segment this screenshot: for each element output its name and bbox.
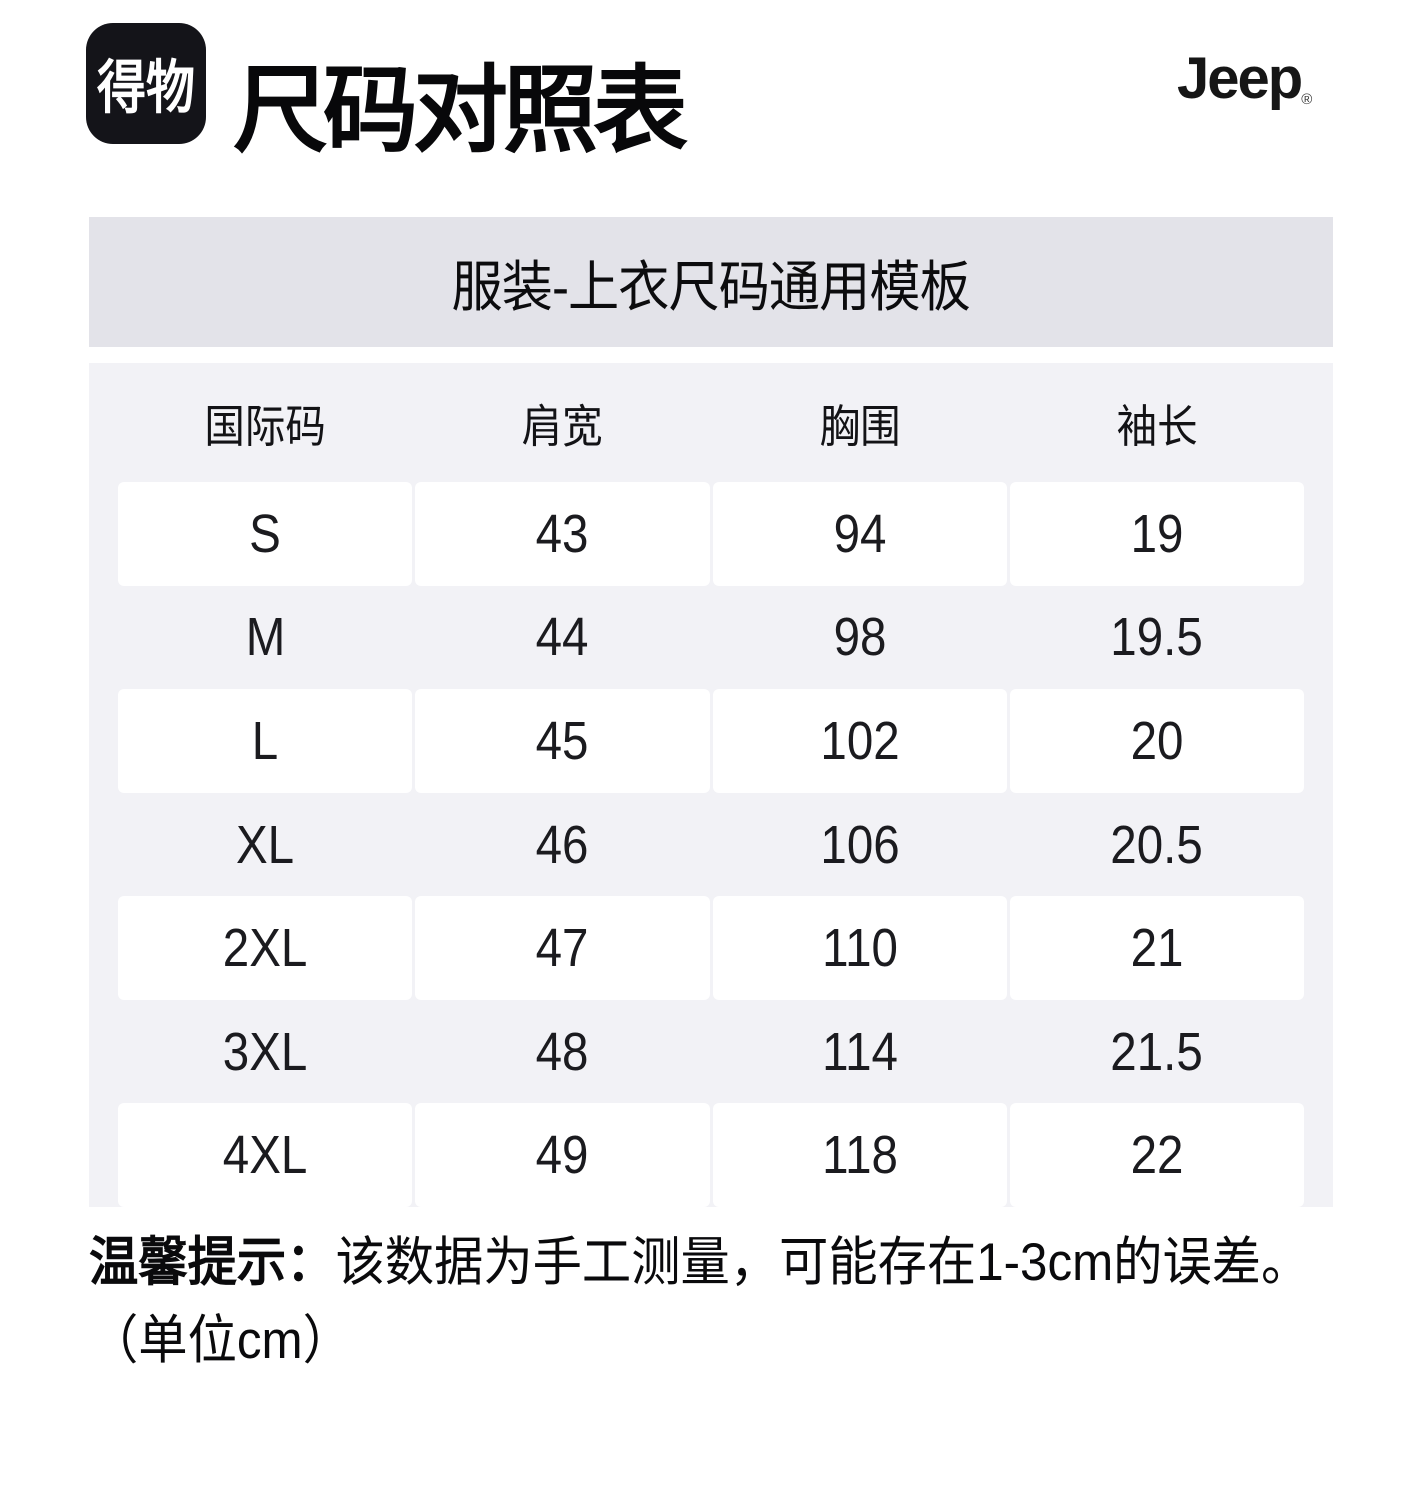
size-cell: M xyxy=(245,607,285,668)
dewu-logo: 得物 xyxy=(86,23,206,144)
note-label: 温馨提示： xyxy=(89,1233,336,1292)
table-row: 3XL 48 114 21.5 xyxy=(89,1000,1333,1104)
size-cell: L xyxy=(118,689,413,793)
sleeve-cell: 20.5 xyxy=(1110,814,1204,875)
sleeve-cell: 20 xyxy=(1009,689,1304,793)
template-banner-title: 服装-上衣尺码通用模板 xyxy=(451,256,971,318)
table-row: 4XL 49 118 22 xyxy=(89,1103,1333,1208)
dewu-logo-text: 得物 xyxy=(96,56,195,121)
table-row: M 44 98 19.5 xyxy=(89,586,1333,690)
shoulder-cell: 48 xyxy=(535,1021,589,1082)
column-header-chest: 胸围 xyxy=(819,401,901,452)
shoulder-cell: 44 xyxy=(535,607,589,668)
sleeve-cell: 19.5 xyxy=(1110,607,1204,668)
size-cell: 3XL xyxy=(222,1021,308,1082)
sleeve-cell: 22 xyxy=(1009,1103,1304,1208)
size-cell: XL xyxy=(236,814,295,875)
table-row: S 43 94 19 xyxy=(89,482,1333,586)
table-row: 2XL 47 110 21 xyxy=(89,896,1333,1000)
shoulder-cell: 43 xyxy=(415,482,710,586)
chest-cell: 94 xyxy=(712,482,1007,586)
chest-cell: 98 xyxy=(833,607,887,668)
size-cell: 4XL xyxy=(118,1103,413,1208)
column-header-sleeve: 袖长 xyxy=(1116,401,1198,452)
size-table: 国际码 肩宽 胸围 袖长 S 43 94 19 M 44 98 19.5 L 4… xyxy=(89,363,1333,1208)
size-cell: 2XL xyxy=(118,896,413,1000)
shoulder-cell: 45 xyxy=(415,689,710,793)
column-header-shoulder: 肩宽 xyxy=(521,401,603,452)
jeep-logo-text: Jeep xyxy=(1177,46,1303,111)
template-banner: 服装-上衣尺码通用模板 xyxy=(89,217,1333,347)
table-header-row: 国际码 肩宽 胸围 袖长 xyxy=(89,363,1333,482)
chest-cell: 102 xyxy=(712,689,1007,793)
shoulder-cell: 46 xyxy=(535,814,589,875)
page-title: 尺码对照表 xyxy=(233,58,688,164)
note-unit-line: （单位cm） xyxy=(89,1311,352,1370)
chest-cell: 118 xyxy=(712,1103,1007,1208)
note-line-1: 温馨提示：该数据为手工测量，可能存在1-3cm的误差。 xyxy=(89,1224,1310,1302)
shoulder-cell: 49 xyxy=(415,1103,710,1208)
chest-cell: 106 xyxy=(819,814,900,875)
chest-cell: 114 xyxy=(821,1021,898,1082)
chest-cell: 110 xyxy=(712,896,1007,1000)
sleeve-cell: 19 xyxy=(1009,482,1304,586)
table-row: L 45 102 20 xyxy=(89,689,1333,793)
table-body: S 43 94 19 M 44 98 19.5 L 45 102 20 XL 4… xyxy=(89,482,1333,1208)
jeep-logo: Jeep® xyxy=(1177,50,1312,108)
note-text: 该数据为手工测量，可能存在1-3cm的误差。 xyxy=(335,1233,1311,1292)
size-cell: S xyxy=(118,482,413,586)
measurement-note: 温馨提示：该数据为手工测量，可能存在1-3cm的误差。 （单位cm） xyxy=(89,1224,1310,1380)
registered-mark: ® xyxy=(1301,91,1313,108)
sleeve-cell: 21 xyxy=(1009,896,1304,1000)
sleeve-cell: 21.5 xyxy=(1110,1021,1204,1082)
shoulder-cell: 47 xyxy=(415,896,710,1000)
column-header-intl-size: 国际码 xyxy=(204,401,326,452)
table-row: XL 46 106 20.5 xyxy=(89,793,1333,897)
